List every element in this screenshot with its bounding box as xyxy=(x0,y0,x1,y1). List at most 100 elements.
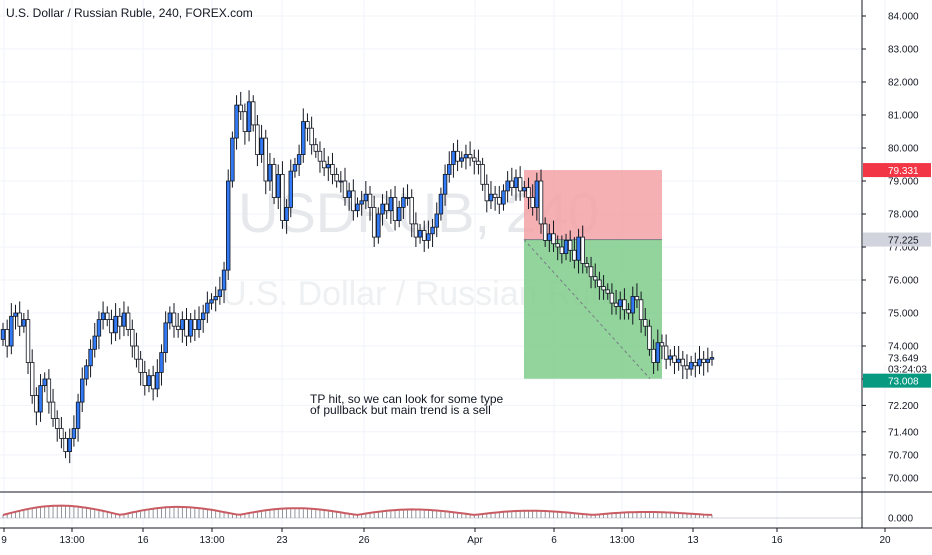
time-tick-label: Apr xyxy=(467,535,483,546)
candle-body xyxy=(638,299,644,320)
candle-body xyxy=(100,312,106,320)
candle-body xyxy=(668,355,673,360)
candle-body xyxy=(271,164,277,198)
time-tick-label: 26 xyxy=(358,535,370,546)
candle-body xyxy=(676,358,681,363)
target-price-badge-bg xyxy=(863,373,931,388)
candle-body xyxy=(559,246,565,254)
candle-body xyxy=(693,362,698,367)
candle-body xyxy=(267,164,273,182)
candle-body xyxy=(175,325,181,330)
candle-body xyxy=(138,358,143,373)
candle-body xyxy=(647,325,652,350)
candle-body xyxy=(238,104,243,113)
candle-body xyxy=(588,266,594,278)
candle-body xyxy=(159,352,164,373)
candle-body xyxy=(155,371,160,390)
chart-title: U.S. Dollar / Russian Ruble, 240, FOREX.… xyxy=(6,6,253,20)
candle-body xyxy=(200,312,206,320)
last-price-label: 73.649 xyxy=(888,354,919,365)
candle-body xyxy=(476,160,481,165)
candle-body xyxy=(163,322,168,353)
candle-body xyxy=(371,206,377,238)
candle-body xyxy=(84,365,89,380)
candle-body xyxy=(75,401,81,429)
candle-body xyxy=(17,312,22,327)
candle-body xyxy=(593,276,598,281)
candle-body xyxy=(422,230,427,241)
candle-body xyxy=(405,197,410,199)
candle-body xyxy=(472,157,477,162)
osc-signal-line xyxy=(2,504,713,516)
candle-body xyxy=(230,137,235,182)
time-tick-label: 13:00 xyxy=(59,535,84,546)
annotation-line-2[interactable]: of pullback but main trend is a sell xyxy=(310,403,491,417)
time-tick-label: 6 xyxy=(551,535,557,546)
candle-body xyxy=(672,355,677,363)
price-tick-label: 77.000 xyxy=(888,243,919,254)
candle-body xyxy=(209,299,214,304)
candle-body xyxy=(292,164,298,172)
entry-price-badge: 77.225 xyxy=(888,236,919,247)
candle-body xyxy=(680,358,686,367)
candle-body xyxy=(255,124,260,156)
price-tick-label: 84.000 xyxy=(888,12,919,23)
annotation-line-1[interactable]: TP hit, so we can look for some type xyxy=(310,392,504,406)
trade-path-line xyxy=(523,239,651,380)
candle-body xyxy=(351,190,356,212)
candle-body xyxy=(342,180,348,198)
candle-body xyxy=(105,312,110,320)
candle-body xyxy=(338,180,344,183)
candle-body xyxy=(288,170,293,208)
candle-body xyxy=(217,289,223,297)
price-tick-label: 70.700 xyxy=(888,450,919,461)
candle-body xyxy=(309,127,314,146)
candle-body xyxy=(634,296,640,301)
price-tick-label: 76.000 xyxy=(888,276,919,287)
candle-body xyxy=(380,203,385,215)
candle-body xyxy=(451,150,456,165)
candle-body xyxy=(388,197,394,212)
candle-body xyxy=(513,177,519,188)
candle-body xyxy=(363,193,369,202)
price-tick-label: 78.000 xyxy=(888,210,919,221)
price-tick-label: 72.200 xyxy=(888,401,919,412)
candle-body xyxy=(705,358,711,363)
candle-body xyxy=(463,154,469,159)
candle-body xyxy=(384,203,389,212)
candle-body xyxy=(547,233,552,241)
entry-price-badge-bg xyxy=(863,232,931,247)
candle-body xyxy=(67,437,72,452)
candle-body xyxy=(551,233,556,245)
candle-body xyxy=(392,197,398,222)
candle-body xyxy=(622,299,627,311)
candle-body xyxy=(434,213,439,228)
candle-body xyxy=(397,206,402,221)
candle-body xyxy=(426,233,431,241)
candle-body xyxy=(326,164,331,169)
candle-body xyxy=(246,101,252,132)
candle-body xyxy=(688,362,694,370)
candle-body xyxy=(601,286,606,291)
time-tick-label: 16 xyxy=(137,535,149,546)
candle-body xyxy=(192,319,198,330)
oscillator-pane xyxy=(0,491,932,519)
candle-body xyxy=(346,190,352,198)
price-tick-label: 75.000 xyxy=(888,309,919,320)
time-tick-label: 13 xyxy=(687,535,699,546)
candle-body xyxy=(359,200,364,205)
price-tick-label: 80.000 xyxy=(888,144,919,155)
candle-body xyxy=(221,269,227,291)
candle-body xyxy=(280,173,285,221)
candle-body xyxy=(50,401,56,420)
candle-body xyxy=(492,193,498,198)
price-tick-label: 79.000 xyxy=(888,177,919,188)
price-tick-label: 70.000 xyxy=(888,474,919,485)
candle-body xyxy=(184,319,189,337)
candle-body xyxy=(630,296,635,314)
candle-body xyxy=(538,180,544,225)
grid xyxy=(0,0,886,526)
